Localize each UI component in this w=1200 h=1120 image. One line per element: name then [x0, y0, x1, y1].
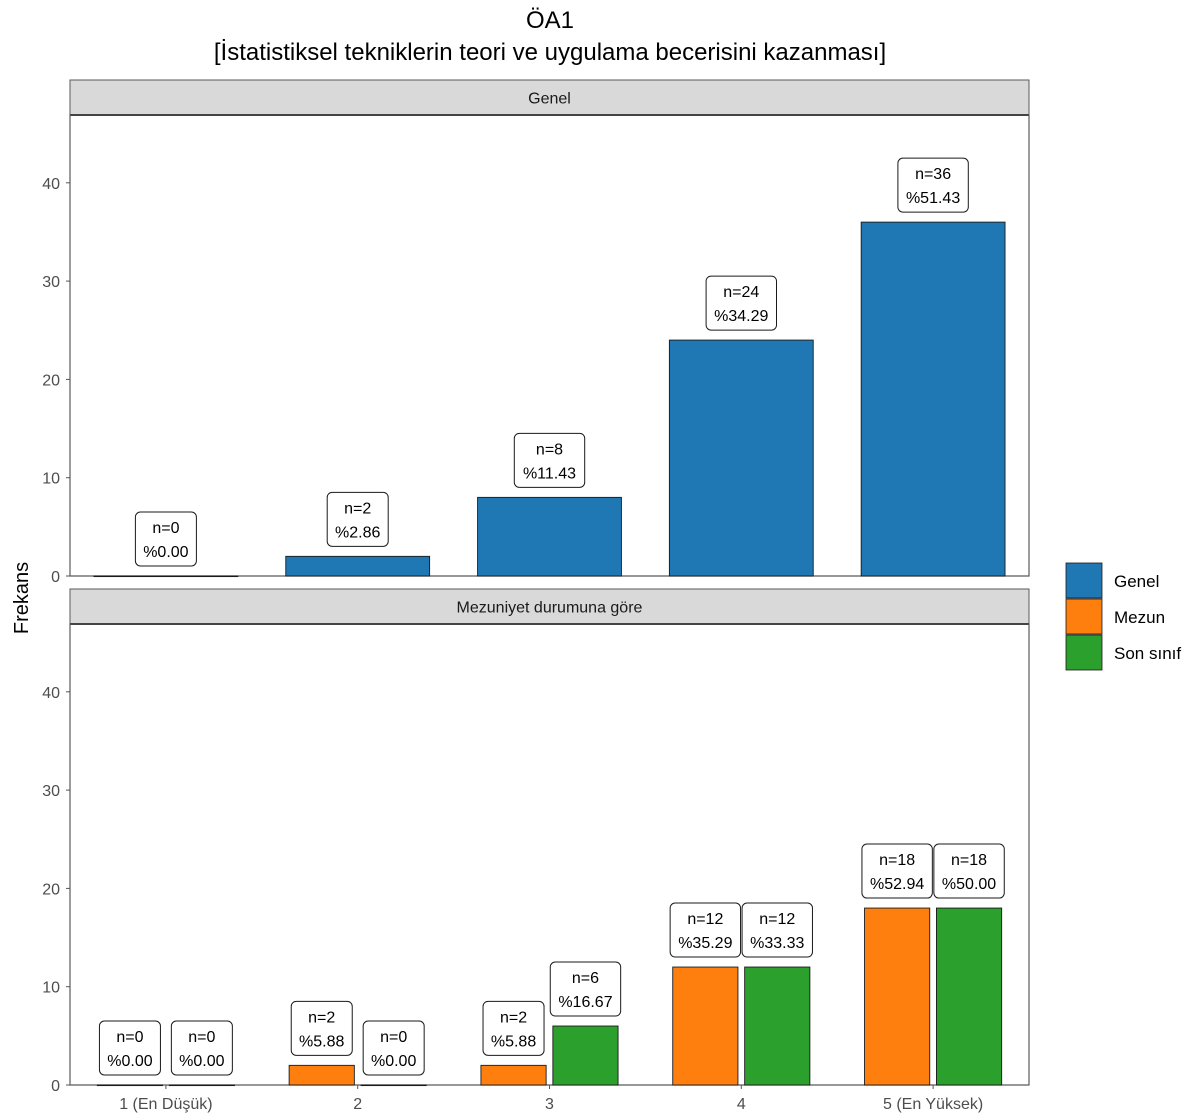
bar-genel	[860, 221, 1006, 577]
legend-key-genel	[1065, 562, 1103, 599]
bar-genel	[285, 555, 431, 577]
data-label-count: n=12	[687, 911, 723, 928]
data-label-count: n=2	[308, 1009, 335, 1026]
legend-label: Genel	[1114, 572, 1159, 591]
bar-genel	[93, 575, 239, 578]
data-label-box	[513, 432, 586, 488]
y-tick-label: 10	[42, 980, 60, 997]
data-label-count: n=2	[500, 1009, 527, 1026]
data-label-count: n=24	[723, 284, 759, 301]
data-label-percent: %35.29	[678, 935, 732, 952]
y-tick-label: 20	[42, 881, 60, 898]
data-label-percent: %0.00	[179, 1053, 224, 1070]
data-label-box	[362, 1020, 425, 1076]
data-label-box	[897, 157, 969, 213]
data-label-box	[134, 511, 197, 567]
data-label-count: n=0	[152, 520, 179, 537]
data-label-box	[933, 843, 1005, 899]
panel-strip-label: Genel	[528, 91, 571, 108]
data-label-percent: %50.00	[942, 876, 996, 893]
data-label-count: n=8	[536, 441, 563, 458]
data-label-percent: %0.00	[143, 544, 188, 561]
legend-key-son-s-n-f	[1065, 634, 1103, 671]
legend-label: Mezun	[1114, 608, 1165, 627]
legend-key-mezun	[1065, 598, 1103, 635]
data-label-percent: %5.88	[491, 1033, 536, 1050]
bar-mezun	[288, 1064, 355, 1086]
data-label-percent: %16.67	[558, 994, 612, 1011]
bar-mezun	[480, 1064, 547, 1086]
data-label-box	[98, 1020, 161, 1076]
legend-label: Son sınıf	[1114, 644, 1181, 663]
data-label-percent: %34.29	[714, 308, 768, 325]
x-tick-label: 2	[353, 1096, 362, 1113]
data-label-percent: %5.88	[299, 1033, 344, 1050]
data-label-box	[290, 1000, 353, 1056]
y-tick-label: 10	[42, 471, 60, 488]
x-tick-label: 3	[545, 1096, 554, 1113]
data-label-count: n=6	[572, 970, 599, 987]
bar-genel	[668, 339, 814, 577]
panel-1: Genel 0 10 20 30 40 n=0 %0.00 n=2 %2.86 n=8 %11.43 n…	[42, 79, 1030, 586]
y-axis-label: Frekans	[11, 562, 33, 634]
data-label-box	[669, 902, 742, 958]
data-label-percent: %0.00	[371, 1053, 416, 1070]
data-label-percent: %51.43	[906, 190, 960, 207]
legend: Genel Mezun Son sınıf	[1065, 562, 1181, 671]
data-label-box	[741, 902, 813, 958]
data-label-count: n=18	[951, 852, 987, 869]
y-tick-label: 40	[42, 685, 60, 702]
data-label-box	[170, 1020, 233, 1076]
panel-strip	[69, 79, 1030, 116]
bar-mezun	[672, 966, 739, 1086]
y-tick-label: 0	[51, 1078, 60, 1095]
data-label-count: n=2	[344, 500, 371, 517]
data-label-count: n=12	[759, 911, 795, 928]
bar-son-s-n-f	[936, 907, 1003, 1086]
data-label-box	[482, 1000, 545, 1056]
bar-son-s-n-f	[360, 1084, 427, 1087]
bar-son-s-n-f	[744, 966, 811, 1086]
x-tick-label: 4	[737, 1096, 746, 1113]
data-label-percent: %33.33	[750, 935, 804, 952]
chart-subtitle: [İstatistiksel tekniklerin teori ve uygu…	[214, 39, 886, 66]
data-label-count: n=0	[380, 1029, 407, 1046]
panel-strip-label: Mezuniyet durumuna göre	[457, 600, 643, 617]
bar-genel	[477, 496, 622, 577]
bar-mezun	[864, 907, 931, 1086]
data-label-box	[549, 961, 622, 1017]
y-tick-label: 20	[42, 372, 60, 389]
data-label-count: n=36	[915, 166, 951, 183]
y-tick-label: 0	[51, 569, 60, 586]
data-label-count: n=0	[188, 1029, 215, 1046]
data-label-count: n=18	[879, 852, 915, 869]
y-tick-label: 30	[42, 274, 60, 291]
bar-mezun	[96, 1084, 163, 1087]
data-label-count: n=0	[116, 1029, 143, 1046]
data-label-percent: %0.00	[107, 1053, 152, 1070]
data-label-percent: %52.94	[870, 876, 924, 893]
data-label-box	[861, 843, 933, 899]
y-tick-label: 40	[42, 176, 60, 193]
data-label-percent: %11.43	[523, 465, 576, 482]
bar-son-s-n-f	[168, 1084, 235, 1087]
x-tick-label: 1 (En Düşük)	[119, 1096, 212, 1113]
panel-2: Mezuniyet durumuna göre 0 10 20 30 40 n=0 %0.00…	[42, 588, 1030, 1113]
panels: Genel010203040n=0%0.00n=2%2.86n=8%11.43n…	[42, 79, 1030, 1113]
y-tick-label: 30	[42, 783, 60, 800]
data-label-percent: %2.86	[335, 524, 380, 541]
bar-son-s-n-f	[552, 1025, 619, 1086]
data-label-box	[326, 491, 389, 547]
chart-title: ÖA1	[526, 7, 574, 34]
data-label-box	[705, 275, 777, 331]
x-tick-label: 5 (En Yüksek)	[883, 1096, 983, 1113]
